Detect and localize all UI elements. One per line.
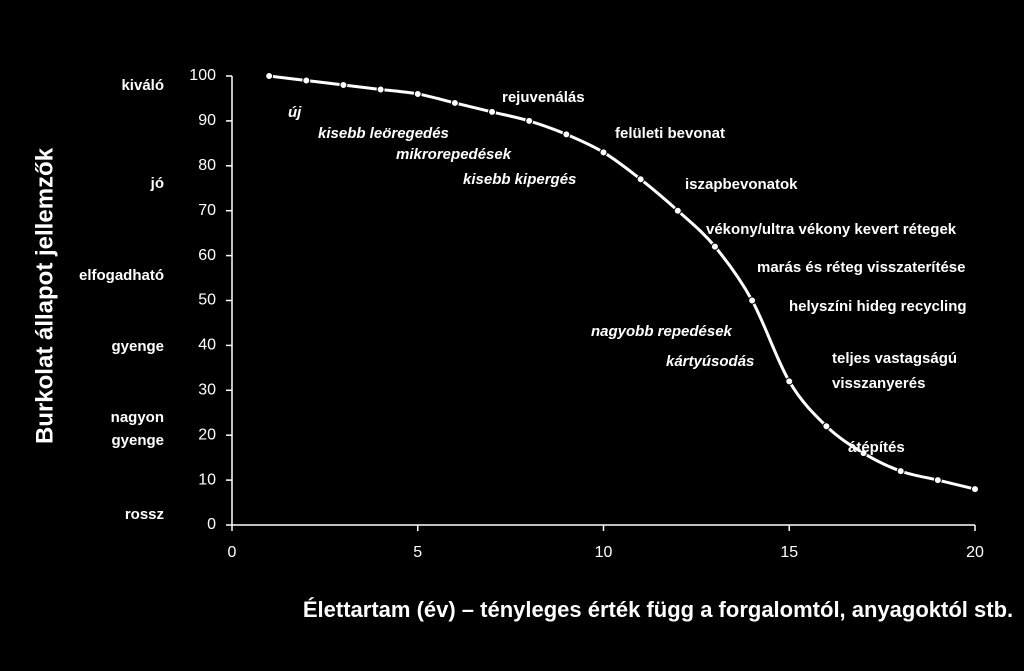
point <box>488 107 497 116</box>
x-tick-label: 20 <box>966 544 984 561</box>
point <box>933 476 942 485</box>
x-tick-label: 15 <box>780 544 798 561</box>
point <box>339 80 348 89</box>
x-tick-label: 10 <box>595 544 613 561</box>
point <box>376 85 385 94</box>
point <box>785 377 794 386</box>
point <box>859 449 868 458</box>
y-tick-label: 40 <box>198 337 216 354</box>
point <box>450 98 459 107</box>
y-tick-label: 50 <box>198 292 216 309</box>
y-tick-label: 30 <box>198 382 216 399</box>
condition-label: kiváló <box>121 77 164 94</box>
line <box>268 74 976 491</box>
annotation: kisebb leöregedés <box>318 125 449 142</box>
x-axis-title: Élettartam (év) – tényleges érték függ a… <box>303 597 1013 622</box>
annotation: átépítés <box>848 439 905 456</box>
annotation: helyszíni hideg recycling <box>789 298 967 315</box>
annotation: iszapbevonatok <box>685 176 798 193</box>
y-tick-label: 70 <box>198 202 216 219</box>
y-tick-label: 90 <box>198 112 216 129</box>
y-tick-label: 0 <box>207 516 216 533</box>
point <box>265 72 274 80</box>
annotation: új <box>288 104 302 121</box>
point <box>710 242 719 251</box>
y-tick-label: 60 <box>198 247 216 264</box>
condition-label: gyenge <box>111 338 164 355</box>
point <box>413 89 422 98</box>
annotation: felületi bevonat <box>615 125 725 142</box>
condition-label: nagyon <box>111 409 164 426</box>
annotation: kisebb kipergés <box>463 171 576 188</box>
point <box>896 467 905 476</box>
annotation: nagyobb repedések <box>591 323 733 340</box>
annotation: rejuvenálás <box>502 89 585 106</box>
y-tick-label: 20 <box>198 426 216 443</box>
annotation: kártyúsodás <box>666 353 754 370</box>
point <box>971 485 979 494</box>
condition-label: elfogadható <box>79 267 164 284</box>
point <box>302 76 311 85</box>
y-tick-label: 80 <box>198 157 216 174</box>
y-tick-label: 100 <box>189 67 216 84</box>
point <box>636 175 645 184</box>
condition-label: jó <box>150 175 164 192</box>
annotation: visszanyerés <box>832 375 925 392</box>
point <box>673 206 682 215</box>
point <box>748 296 757 305</box>
condition-label: rossz <box>125 506 164 523</box>
annotation: teljes vastagságú <box>832 350 957 367</box>
point <box>822 422 831 431</box>
point <box>599 148 608 157</box>
annotation: marás és réteg visszaterítése <box>757 259 965 276</box>
x-tick-label: 0 <box>228 544 237 561</box>
point <box>562 130 571 139</box>
point <box>525 116 534 125</box>
y-tick-label: 10 <box>198 471 216 488</box>
annotation: mikrorepedések <box>396 146 512 163</box>
annotation: vékony/ultra vékony kevert rétegek <box>706 221 957 238</box>
y-axis-title: Burkolat állapot jellemzők <box>31 147 58 444</box>
condition-label: gyenge <box>111 432 164 449</box>
x-tick-label: 5 <box>413 544 422 561</box>
